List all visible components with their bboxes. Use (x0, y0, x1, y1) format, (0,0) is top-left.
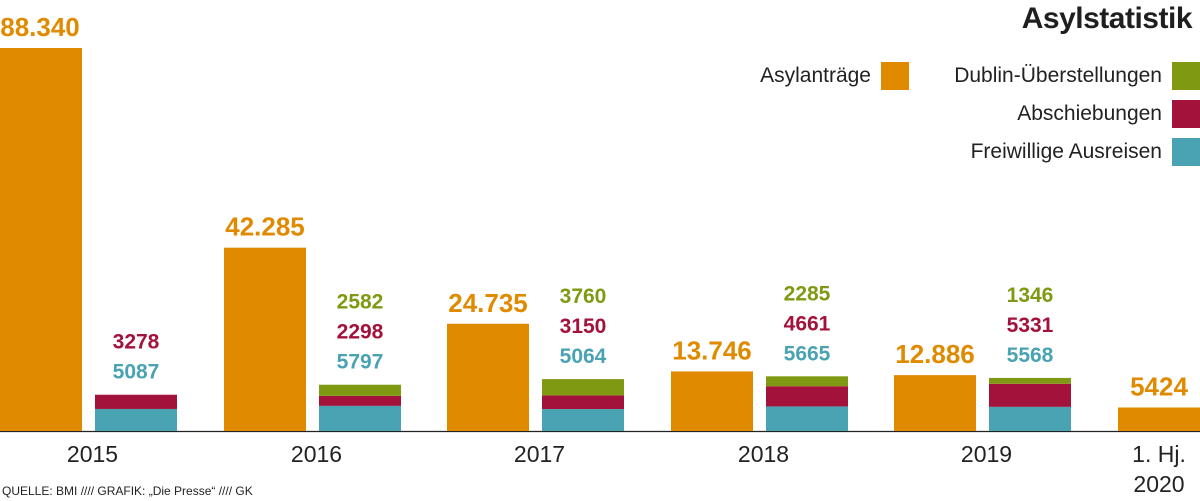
x-tick-label-5-1: 2020 (1133, 471, 1184, 497)
x-tick-label-5-0: 1. Hj. (1132, 441, 1186, 467)
bar-freiwillige-ausreisen-1 (319, 405, 401, 431)
x-tick-label-4: 2019 (961, 441, 1012, 467)
bar-asylantraege-5 (1118, 407, 1200, 431)
data-label-asylantraege-3: 13.746 (672, 335, 752, 365)
legend-label-freiwillige: Freiwillige Ausreisen (970, 140, 1162, 163)
legend-label-abschiebungen: Abschiebungen (1017, 102, 1162, 125)
legend-label-dublin: Dublin-Überstellungen (954, 64, 1162, 87)
bar-freiwillige-ausreisen-3 (766, 406, 848, 431)
chart-title: Asylstatistik (1021, 2, 1193, 35)
data-label-asylantraege-5: 5424 (1130, 371, 1188, 401)
data-label-abschiebungen-3: 4661 (784, 312, 831, 335)
bar-abschiebungen-4 (989, 383, 1071, 407)
legend-item-abschiebungen: Abschiebungen (1017, 100, 1200, 128)
bar-dublin-berstellungen-4 (989, 377, 1071, 384)
data-label-dublin-berstellungen-4: 1346 (1007, 284, 1054, 307)
bar-asylantraege-2 (447, 323, 529, 431)
data-label-freiwillige-ausreisen-2: 5064 (560, 345, 607, 368)
bar-freiwillige-ausreisen-4 (989, 406, 1071, 431)
legend-swatch-dublin (1172, 62, 1200, 90)
legend-item-dublin: Dublin-Überstellungen (954, 62, 1200, 90)
bar-dublin-berstellungen-1 (319, 384, 401, 396)
data-label-asylantraege-4: 12.886 (895, 339, 975, 369)
bar-asylantraege-4 (894, 375, 976, 431)
data-label-asylantraege-0: 88.340 (0, 12, 80, 42)
data-label-asylantraege-1: 42.285 (225, 212, 305, 242)
legend-swatch-abschiebungen (1172, 100, 1200, 128)
bar-abschiebungen-0 (95, 394, 177, 409)
data-label-dublin-berstellungen-2: 3760 (560, 285, 607, 308)
data-label-abschiebungen-1: 2298 (337, 321, 384, 344)
legend-swatch-asylantraege (881, 62, 909, 90)
data-label-abschiebungen-4: 5331 (1007, 314, 1054, 337)
x-tick-label-3: 2018 (738, 441, 789, 467)
bar-dublin-berstellungen-2 (542, 379, 624, 396)
source-note: QUELLE: BMI //// GRAFIK: „Die Presse“ //… (2, 484, 253, 498)
x-tick-label-0: 2015 (67, 441, 118, 467)
legend-swatch-freiwillige (1172, 138, 1200, 166)
data-label-dublin-berstellungen-3: 2285 (784, 282, 831, 305)
data-label-freiwillige-ausreisen-1: 5797 (337, 351, 384, 374)
legend-label-asylantraege: Asylanträge (760, 64, 871, 87)
data-label-abschiebungen-0: 3278 (113, 331, 160, 354)
bar-freiwillige-ausreisen-0 (95, 408, 177, 431)
bar-asylantraege-1 (224, 247, 306, 431)
bar-asylantraege-3 (671, 371, 753, 431)
x-tick-label-2: 2017 (514, 441, 565, 467)
legend-item-asylantraege: Asylanträge (760, 62, 909, 90)
data-label-dublin-berstellungen-1: 2582 (337, 291, 384, 314)
bar-abschiebungen-1 (319, 395, 401, 406)
bar-asylantraege-0 (0, 48, 82, 431)
data-label-freiwillige-ausreisen-3: 5665 (784, 342, 831, 365)
legend-item-freiwillige: Freiwillige Ausreisen (971, 138, 1200, 166)
data-label-freiwillige-ausreisen-4: 5568 (1007, 344, 1054, 367)
bar-freiwillige-ausreisen-2 (542, 409, 624, 431)
data-label-freiwillige-ausreisen-0: 5087 (113, 361, 160, 384)
bar-abschiebungen-3 (766, 386, 848, 407)
bar-abschiebungen-2 (542, 395, 624, 410)
bar-dublin-berstellungen-3 (766, 376, 848, 387)
x-tick-label-1: 2016 (291, 441, 342, 467)
data-label-asylantraege-2: 24.735 (448, 288, 528, 318)
data-label-abschiebungen-2: 3150 (560, 315, 607, 338)
